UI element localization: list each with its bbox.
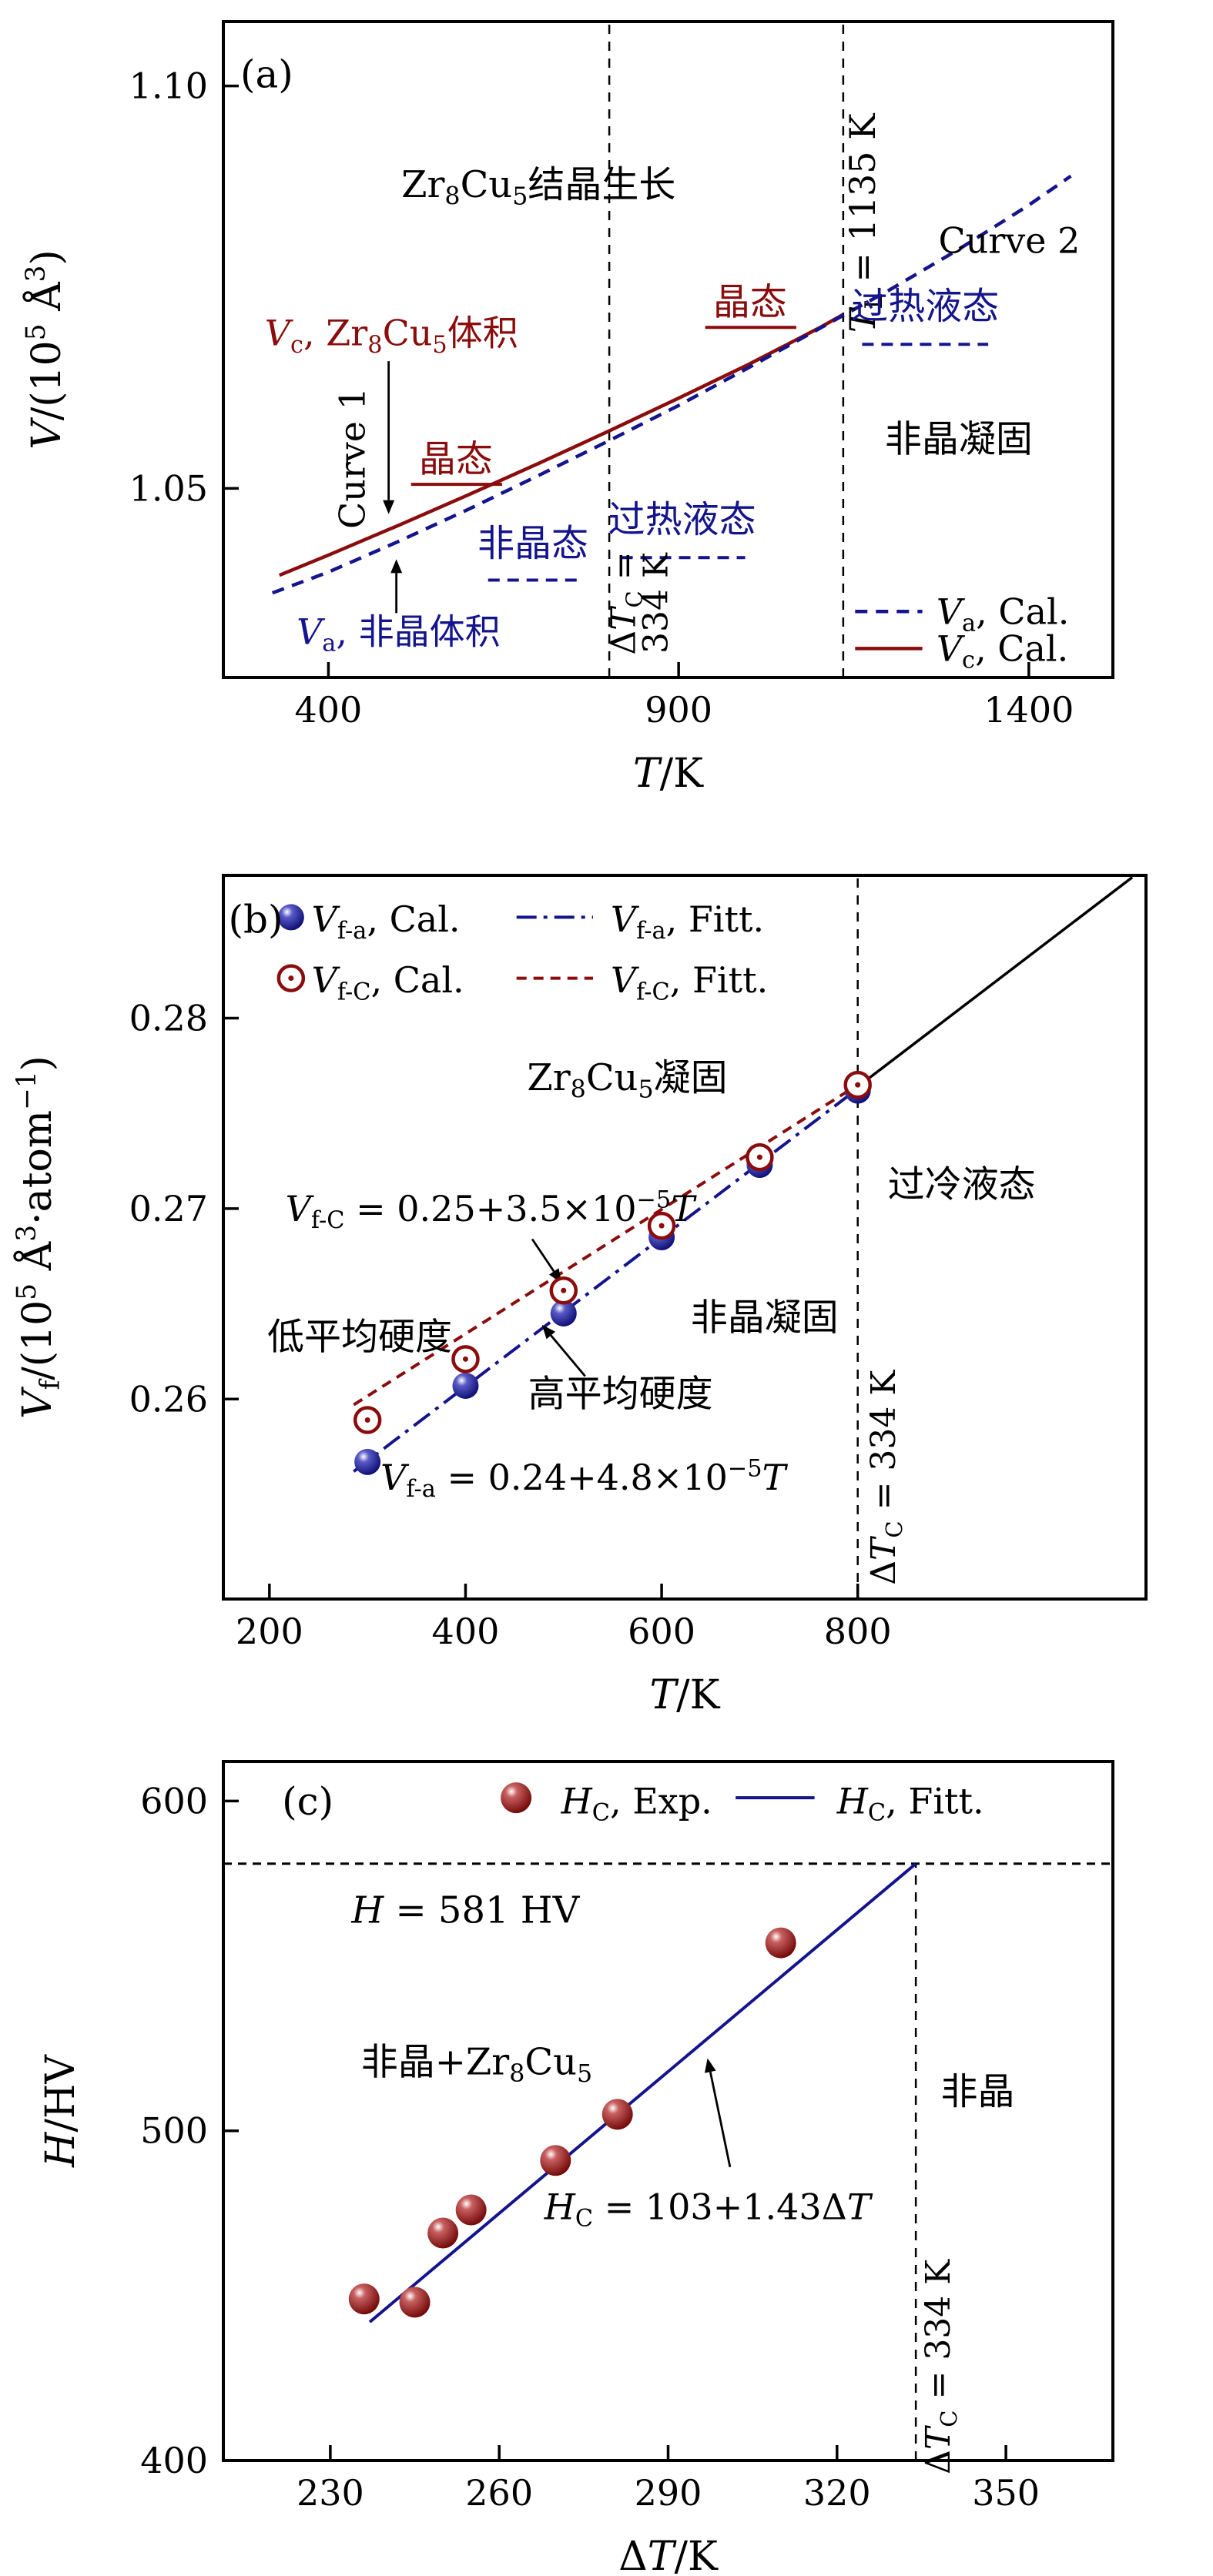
panel-a-feijing-ninggu: 非晶凝固 — [885, 417, 1033, 460]
panel-b-supercooled-liquid: 过冷液态 — [888, 1163, 1036, 1206]
legend-vfc-marker — [276, 964, 306, 992]
panel-b-dtc-label: ΔTC = 334 K — [864, 1370, 907, 1585]
panel-a-guore-yetai-2: 过热液态 — [851, 285, 999, 328]
panel-b-vfa-equation: Vf-a = 0.24+4.8×10−5T — [380, 1455, 788, 1503]
panel-a-va-volume-label: Va, 非晶体积 — [297, 611, 501, 657]
panel-a-legend-vc-label: Vc, Cal. — [937, 627, 1068, 674]
panel-b-legend-vfc-cal-label: Vf-C, Cal. — [312, 959, 464, 1005]
panel-c-xtick-320: 320 — [803, 2472, 871, 2514]
panel-b-legend-vfa-cal-label: Vf-a, Cal. — [312, 898, 461, 945]
panel-b-xtick-600: 600 — [628, 1611, 695, 1652]
vfc-fit-line — [353, 1083, 859, 1407]
panel-b-chart: 200 400 600 800 0.26 0.27 0.28 T/K Vf/(105 Å3·at… — [12, 874, 1148, 1717]
vfc-eq-arrow — [531, 1238, 562, 1283]
panel-c-panel-tag: (c) — [282, 1779, 333, 1824]
va-up-arrow — [390, 559, 403, 614]
panel-a-vc-volume-label: Vc, Zr8Cu5体积 — [265, 313, 518, 359]
panel-c-ytick-400: 400 — [140, 2440, 208, 2481]
high-hardness-arrow — [541, 1324, 586, 1377]
panel-b-axes: 200 400 600 800 0.26 0.27 0.28 T/K Vf/(105 Å3·at… — [12, 874, 1148, 1717]
panel-b-zrcu-solidify: Zr8Cu5凝固 — [527, 1056, 727, 1104]
panel-b-xtick-200: 200 — [236, 1611, 303, 1652]
panel-a-curve1-label: Curve 1 — [332, 387, 374, 529]
panel-c-hc-equation: HC = 103+1.43ΔT — [544, 2186, 873, 2232]
panel-a-curve2-label: Curve 2 — [938, 219, 1080, 261]
panel-c-guides — [223, 1862, 1113, 2461]
panel-b-high-hardness: 高平均硬度 — [528, 1373, 713, 1416]
panel-c-container: 230 260 290 320 350 400 500 600 ΔT/K H/HV (c) HC, E… — [0, 1717, 1213, 2576]
panel-c-xtick-230: 230 — [297, 2472, 364, 2514]
legend-vfa-marker — [277, 904, 304, 931]
panel-c-legend-hc-exp-label: HC, Exp. — [561, 1780, 712, 1826]
panel-c-axes: 230 260 290 320 350 400 500 600 ΔT/K H/HV — [38, 1760, 1114, 2576]
panel-a-guides — [608, 22, 845, 677]
curve1-down-arrow — [383, 361, 395, 514]
panel-a-x-axis-label: T/K — [633, 751, 704, 797]
legend-hc-marker — [501, 1782, 532, 1814]
panel-c-chart: 230 260 290 320 350 400 500 600 ΔT/K H/HV (c) HC, E… — [38, 1760, 1114, 2576]
panel-b-low-hardness: 低平均硬度 — [267, 1315, 452, 1358]
panel-c-xtick-290: 290 — [635, 2472, 702, 2514]
panel-c-legend-hc-fit-label: HC, Fitt. — [836, 1780, 984, 1826]
panel-a-guore-yetai-1: 过热液态 — [608, 498, 756, 541]
panel-b-amorphous-solidify: 非晶凝固 — [691, 1296, 839, 1340]
panel-b-xtick-400: 400 — [432, 1611, 500, 1652]
panel-c-amorphous: 非晶 — [941, 2070, 1015, 2113]
panel-a-feijingtai: 非晶态 — [477, 522, 588, 565]
panel-a-legend-va-label: Va, Cal. — [937, 590, 1070, 637]
panel-a-jingtai-2: 晶态 — [713, 281, 787, 324]
panel-a-dtc-line1: ΔTC = — [605, 551, 648, 654]
hc-exp-points — [348, 1927, 796, 2318]
panel-b-legend-vfc-fit-label: Vf-C, Fitt. — [611, 959, 768, 1005]
panel-a-dtc-line2: 334 K — [637, 552, 676, 654]
panel-a-ytick-1.10: 1.10 — [129, 65, 208, 107]
panel-b-ytick-0.27: 0.27 — [129, 1188, 208, 1229]
panel-a-ytick-1.05: 1.05 — [129, 467, 208, 509]
panel-a-chart: 400 900 1400 1.05 1.10 T/K V/(105 Å3) (a) Zr8Cu5… — [21, 20, 1114, 797]
panel-b-xtick-800: 800 — [824, 1611, 892, 1652]
panel-c-ytick-600: 600 — [140, 1780, 208, 1822]
panel-c-xtick-260: 260 — [465, 2472, 533, 2514]
supercooled-liquid-line — [856, 876, 1134, 1088]
panel-a-y-axis-label: V/(105 Å3) — [21, 249, 70, 450]
panel-a-container: 400 900 1400 1.05 1.10 T/K V/(105 Å3) (a) Zr8Cu5… — [0, 0, 1213, 858]
panel-b-container: 200 400 600 800 0.26 0.27 0.28 T/K Vf/(105 Å3·at… — [0, 858, 1213, 1717]
panel-a-jingtai-1: 晶态 — [419, 437, 493, 480]
hc-fit-line — [368, 1862, 917, 2323]
panel-b-legend-vfa-fit-label: Vf-a, Fitt. — [611, 898, 764, 945]
vfa-fit-line — [353, 1087, 859, 1473]
panel-a-xtick-900: 900 — [645, 689, 712, 731]
panel-b-ytick-0.28: 0.28 — [129, 998, 208, 1039]
hc-eq-arrow — [704, 2058, 732, 2168]
panel-b-ytick-0.26: 0.26 — [129, 1378, 208, 1420]
panel-a-axes: 400 900 1400 1.05 1.10 T/K V/(105 Å3) — [21, 20, 1114, 797]
panel-c-amorphous-plus-zrcu: 非晶+Zr8Cu5 — [361, 2041, 592, 2089]
panel-c-ytick-500: 500 — [140, 2110, 208, 2152]
panel-c-h581-label: H = 581 HV — [350, 1889, 580, 1932]
panel-c-dtc-label: ΔTC = 334 K — [919, 2259, 962, 2474]
panel-b-vfc-equation: Vf-C = 0.25+3.5×10−5T — [286, 1187, 698, 1235]
panel-b-x-axis-label: T/K — [649, 1672, 720, 1717]
panel-c-x-axis-label: ΔT/K — [618, 2534, 719, 2576]
vfc-cal-points — [353, 1070, 872, 1434]
panel-a-growth-label: Zr8Cu5结晶生长 — [401, 163, 675, 211]
Va-cal-curve — [271, 174, 1072, 595]
Vc-cal-curve — [278, 313, 844, 577]
panel-c-xtick-350: 350 — [972, 2472, 1040, 2514]
panel-a-panel-tag: (a) — [240, 52, 293, 96]
panel-c-y-axis-label: H/HV — [38, 2054, 84, 2168]
panel-b-y-axis-label: Vf/(105 Å3·atom−1) — [12, 1055, 65, 1419]
panel-a-xtick-400: 400 — [295, 689, 363, 731]
panel-b-panel-tag: (b) — [228, 897, 283, 942]
panel-a-tl-label: TL = 1135 K — [842, 112, 888, 333]
panel-a-xtick-1400: 1400 — [983, 689, 1074, 731]
